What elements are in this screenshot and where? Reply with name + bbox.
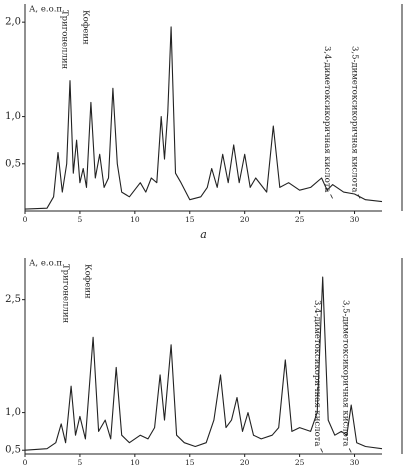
- x-tick-label: 15: [185, 458, 195, 467]
- peak-annotation: 3,5-диметоксикоричная кислота: [341, 300, 351, 446]
- x-tick-label: 30: [350, 215, 360, 224]
- chromatogram-trace: [24, 276, 383, 451]
- x-tick-label: 10: [130, 458, 140, 467]
- peak-annotation: 3,5-диметоксикоричная кислота: [350, 46, 360, 192]
- x-tick-label: 30: [350, 458, 360, 467]
- x-tick-label: 5: [78, 458, 83, 467]
- x-tick-label: 20: [240, 215, 250, 224]
- annotation-arrow: [348, 448, 352, 453]
- annotation-arrow: [357, 194, 361, 199]
- x-tick-label: 0: [23, 215, 28, 224]
- x-tick-label: 25: [295, 458, 305, 467]
- y-axis-label: А, е.о.п.: [29, 259, 65, 269]
- x-tick-label: 0: [23, 458, 28, 467]
- x-tick-label: 25: [295, 215, 305, 224]
- y-tick-label: 2,0: [5, 17, 21, 28]
- peak-annotation: Тригонеллин: [60, 10, 70, 70]
- y-tick-label: 0,5: [5, 158, 21, 169]
- y-tick-label: 0,5: [5, 445, 21, 456]
- annotation-arrow: [320, 448, 324, 453]
- peak-annotation: Кофеин: [80, 10, 90, 45]
- peak-annotation: 3,4-диметоксикоричная кислота: [322, 46, 332, 192]
- y-axis-label: А, е.о.п.: [29, 5, 65, 15]
- x-tick-label: 5: [78, 215, 83, 224]
- y-tick-label: 1,0: [5, 407, 21, 418]
- peak-annotation: Тригонеллин: [61, 264, 71, 324]
- x-tick-label: 15: [185, 215, 195, 224]
- peak-annotation: 3,4-диметоксикоричная кислота: [312, 300, 322, 446]
- annotation-arrow: [330, 194, 333, 199]
- peak-annotation: Кофеин: [83, 264, 93, 299]
- x-tick-label: 10: [130, 215, 140, 224]
- y-tick-label: 2,5: [5, 294, 21, 305]
- chromatogram-trace: [24, 26, 383, 210]
- panel-caption: а: [200, 228, 207, 241]
- x-tick-label: 20: [240, 458, 250, 467]
- y-tick-label: 1,0: [5, 111, 21, 122]
